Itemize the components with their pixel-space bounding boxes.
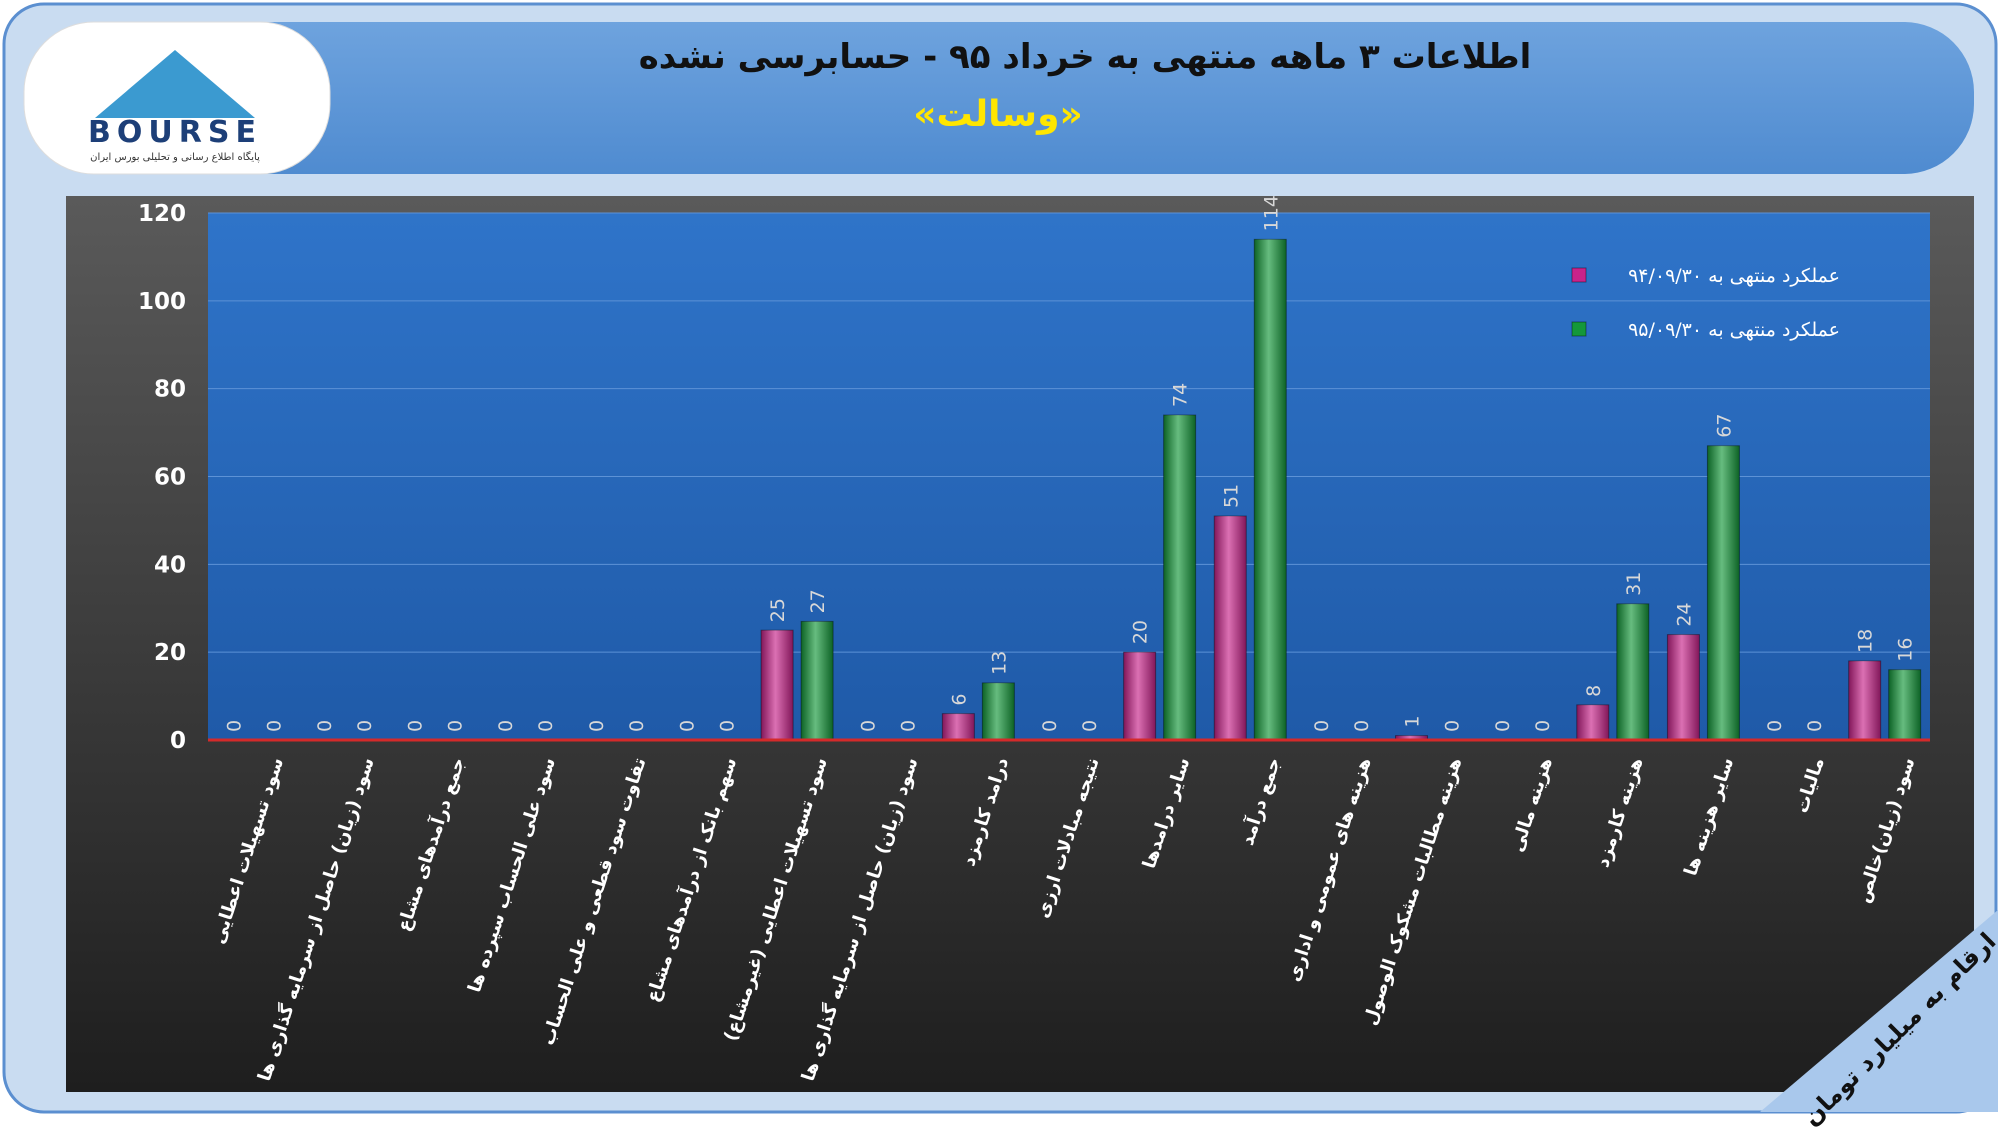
value-label: 0 — [535, 720, 557, 732]
value-label: 0 — [1492, 720, 1514, 732]
value-label: 0 — [1804, 720, 1826, 732]
bar — [1666, 634, 1700, 741]
legend-swatch — [1571, 321, 1587, 337]
value-label: 24 — [1673, 602, 1695, 626]
legend-label: عملکرد منتهی به ۹۴/۰۹/۳۰ — [1628, 265, 1840, 287]
bar — [1706, 445, 1740, 741]
value-label: 0 — [1532, 720, 1554, 732]
value-label: 16 — [1895, 638, 1917, 662]
value-label: 0 — [1442, 720, 1464, 732]
y-tick-label: 120 — [138, 201, 186, 227]
value-label: 6 — [948, 694, 970, 706]
header-bar — [24, 22, 1974, 174]
value-label: 31 — [1623, 572, 1645, 596]
y-tick-label: 80 — [154, 377, 186, 403]
bar — [1576, 704, 1610, 741]
y-tick-label: 0 — [170, 728, 186, 754]
bar — [760, 629, 794, 741]
y-tick-label: 100 — [138, 289, 186, 315]
value-label: 20 — [1130, 620, 1152, 644]
value-label: 0 — [263, 720, 285, 732]
value-label: 0 — [858, 720, 880, 732]
bar — [981, 682, 1015, 741]
value-label: 25 — [767, 598, 789, 622]
value-label: 13 — [988, 651, 1010, 675]
legend-label: عملکرد منتهی به ۹۵/۰۹/۳۰ — [1628, 319, 1840, 341]
value-label: 0 — [405, 720, 427, 732]
value-label: 1 — [1402, 716, 1424, 728]
value-label: 0 — [716, 720, 738, 732]
logo-shape — [95, 50, 255, 118]
chart-title: اطلاعات ۳ ماهه منتهی به خرداد ۹۵ - حسابر… — [639, 37, 1532, 77]
value-label: 0 — [1311, 720, 1333, 732]
chart-subtitle: «وسالت» — [913, 94, 1082, 135]
bar — [1163, 414, 1197, 741]
value-label: 0 — [354, 720, 376, 732]
bar — [1123, 651, 1157, 741]
value-label: 114 — [1260, 195, 1282, 231]
value-label: 0 — [676, 720, 698, 732]
value-label: 0 — [1079, 720, 1101, 732]
value-label: 0 — [223, 720, 245, 732]
value-label: 0 — [586, 720, 608, 732]
bar — [941, 713, 975, 741]
bar — [1616, 603, 1650, 741]
value-label: 18 — [1855, 629, 1877, 653]
value-label: 0 — [1039, 720, 1061, 732]
value-label: 0 — [1764, 720, 1786, 732]
value-label: 51 — [1220, 484, 1242, 508]
value-label: 27 — [807, 589, 829, 613]
value-label: 0 — [626, 720, 648, 732]
value-label: 8 — [1583, 685, 1605, 697]
value-label: 0 — [495, 720, 517, 732]
bar — [1213, 515, 1247, 741]
value-label: 74 — [1170, 383, 1192, 407]
value-label: 0 — [314, 720, 336, 732]
value-label: 0 — [898, 720, 920, 732]
value-label: 0 — [445, 720, 467, 732]
y-tick-label: 60 — [154, 465, 186, 491]
logo-caption: پایگاه اطلاع رسانی و تحلیلی بورس ایران — [90, 151, 260, 163]
y-tick-label: 40 — [154, 552, 186, 578]
value-label: 67 — [1713, 414, 1735, 438]
bar — [800, 620, 834, 741]
value-label: 0 — [1351, 720, 1373, 732]
logo: BOURSE پایگاه اطلاع رسانی و تحلیلی بورس … — [23, 21, 331, 175]
bar — [1848, 660, 1882, 741]
legend-swatch — [1571, 267, 1587, 283]
bar — [1253, 238, 1287, 741]
annotation-corner — [1760, 910, 1998, 1112]
y-tick-label: 20 — [154, 640, 186, 666]
logo-text: BOURSE — [88, 115, 262, 150]
bar — [1888, 669, 1922, 741]
